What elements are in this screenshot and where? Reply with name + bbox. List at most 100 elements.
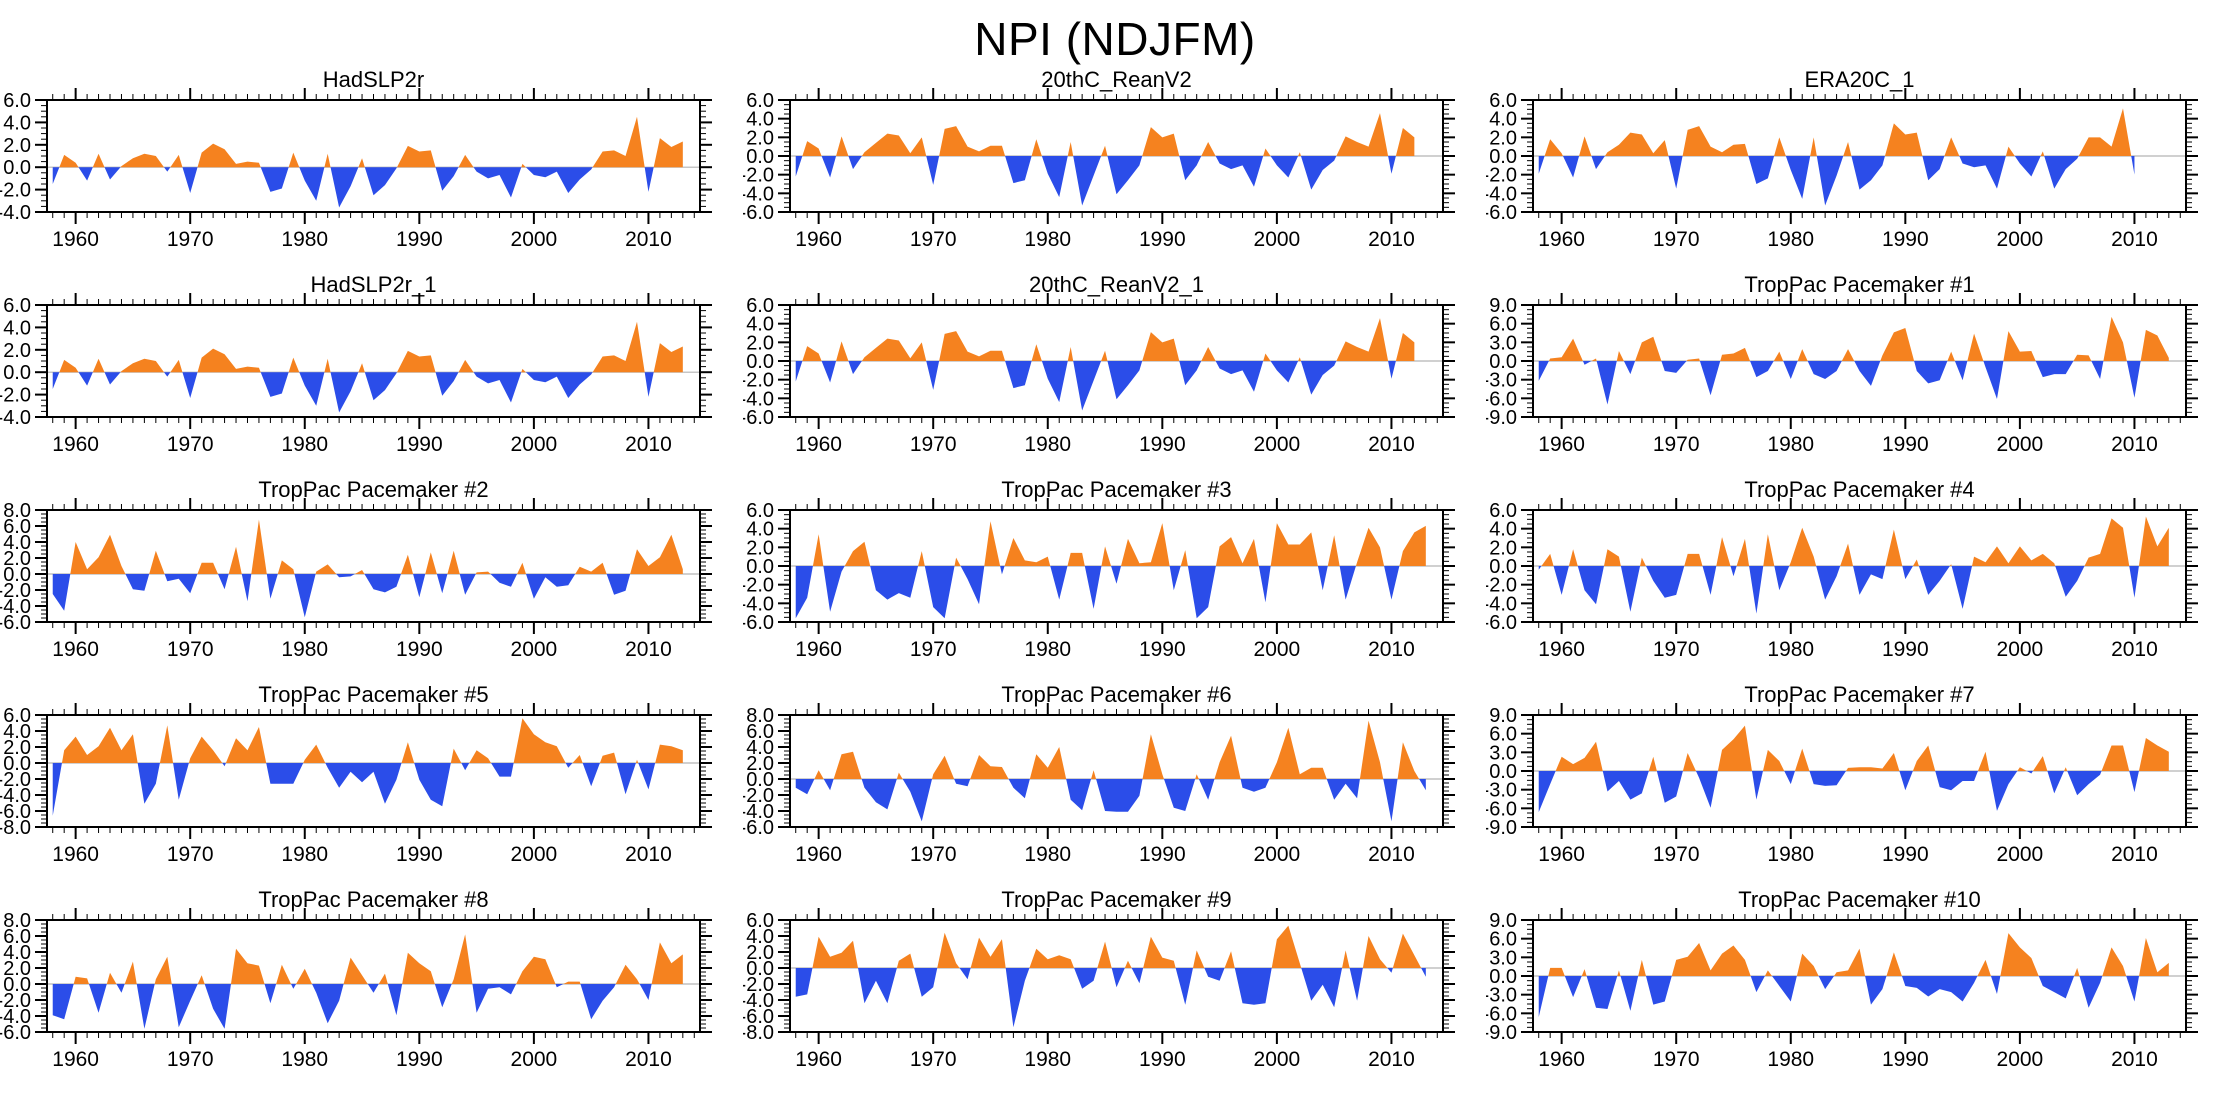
x-tick-label: 2010 <box>625 638 672 661</box>
y-tick-label: 2.0 <box>3 737 31 759</box>
x-tick-label: 1970 <box>910 228 957 251</box>
y-tick-label: 4.0 <box>3 721 31 743</box>
x-tick-label: 1960 <box>52 1048 99 1071</box>
plot-frame <box>46 99 701 213</box>
y-tick-label: 0.0 <box>3 157 31 179</box>
y-tick-label: 6.0 <box>3 516 31 538</box>
y-tick-label: -2.0 <box>0 580 31 602</box>
y-tick-label: -4.0 <box>0 202 31 224</box>
y-tick-label: -3.0 <box>1486 985 1517 1007</box>
y-tick-label: -6.0 <box>743 817 774 839</box>
x-tick-label: 1990 <box>1882 433 1929 456</box>
x-tick-label: 1970 <box>910 433 957 456</box>
positive-area <box>1538 316 2169 361</box>
positive-area <box>52 321 683 373</box>
chart-title: TropPac Pacemaker #7 <box>1744 685 1974 707</box>
x-tick-label: 1970 <box>1653 228 1700 251</box>
y-tick-label: -2.0 <box>1486 165 1517 187</box>
chart-title: TropPac Pacemaker #8 <box>258 890 488 912</box>
y-tick-label: 4.0 <box>3 317 31 339</box>
chart-troppac-pacemaker-6: TropPac Pacemaker #6-6.0-4.0-2.00.02.04.… <box>743 685 1486 890</box>
y-tick-label: 4.0 <box>746 519 774 541</box>
y-tick-label: 6.0 <box>1489 929 1517 951</box>
x-tick-label: 1970 <box>167 1048 214 1071</box>
negative-area <box>52 984 683 1029</box>
y-tick-label: 6.0 <box>1489 724 1517 746</box>
y-tick-label: -6.0 <box>743 407 774 429</box>
chart-20thc-reanv2-1: 20thC_ReanV2_1 -6.0-4.0-2.00.02.04.06.0 19… <box>743 275 1486 480</box>
axis-ticks: -6.0-4.0-2.00.02.04.06.08.0 1960 1970 1980 1… <box>743 703 1455 866</box>
x-tick-label: 1980 <box>1767 638 1814 661</box>
x-tick-label: 2000 <box>1254 843 1301 866</box>
x-tick-label: 2010 <box>2111 228 2158 251</box>
chart-troppac-pacemaker-1: TropPac Pacemaker #1-9.0-6.0-3.00.03.06.… <box>1486 275 2229 480</box>
negative-area <box>52 763 683 816</box>
y-tick-label: 4.0 <box>3 112 31 134</box>
y-tick-label: 4.0 <box>1489 519 1517 541</box>
chart-title: TropPac Pacemaker #2 <box>258 480 488 502</box>
x-tick-label: 1990 <box>396 433 443 456</box>
y-tick-label: 0.0 <box>3 564 31 586</box>
plot-frame <box>789 509 1444 623</box>
chart-troppac-pacemaker-5: TropPac Pacemaker #5-8.0-6.0-4.0-2.00.02… <box>0 685 743 890</box>
y-tick-label: 2.0 <box>3 340 31 362</box>
y-tick-label: 6.0 <box>3 90 31 112</box>
x-tick-label: 1980 <box>281 638 328 661</box>
y-tick-label: 8.0 <box>3 500 31 522</box>
y-tick-label: 4.0 <box>3 942 31 964</box>
x-tick-label: 1970 <box>1653 843 1700 866</box>
axis-ticks: -6.0-4.0-2.00.02.04.06.0 1960 1970 1980 1990… <box>743 88 1455 251</box>
x-tick-label: 1960 <box>1538 1048 1585 1071</box>
x-tick-label: 2000 <box>1254 433 1301 456</box>
y-tick-label: -4.0 <box>1486 593 1517 615</box>
y-tick-label: 0.0 <box>746 769 774 791</box>
y-tick-label: -2.0 <box>743 974 774 996</box>
y-tick-label: 2.0 <box>1489 537 1517 559</box>
x-tick-label: 1990 <box>396 843 443 866</box>
chart-title: TropPac Pacemaker #5 <box>258 685 488 707</box>
x-tick-label: 1960 <box>1538 228 1585 251</box>
x-tick-label: 1980 <box>1024 433 1071 456</box>
plot-frame <box>46 714 701 828</box>
y-tick-label: -4.0 <box>0 407 31 429</box>
x-tick-label: 1970 <box>167 843 214 866</box>
chart-canvas: TropPac Pacemaker #6-6.0-4.0-2.00.02.04.… <box>743 685 1455 866</box>
chart-canvas: TropPac Pacemaker #4-6.0-4.0-2.00.02.04.… <box>1486 480 2198 661</box>
y-tick-label: -6.0 <box>0 1022 31 1044</box>
axis-ticks: -6.0-4.0-2.00.02.04.06.0 1960 1970 1980 1990… <box>743 293 1455 456</box>
x-tick-label: 1960 <box>795 433 842 456</box>
y-tick-label: -4.0 <box>0 1006 31 1028</box>
x-tick-label: 1960 <box>52 433 99 456</box>
chart-troppac-pacemaker-7: TropPac Pacemaker #7-9.0-6.0-3.00.03.06.… <box>1486 685 2229 890</box>
y-tick-label: -6.0 <box>743 612 774 634</box>
y-tick-label: -2.0 <box>743 575 774 597</box>
y-tick-label: -2.0 <box>1486 575 1517 597</box>
x-tick-label: 1970 <box>1653 1048 1700 1071</box>
chart-title: 20thC_ReanV2 <box>1041 70 1191 92</box>
x-tick-label: 2000 <box>1254 638 1301 661</box>
chart-canvas: TropPac Pacemaker #8-6.0-4.0-2.00.02.04.… <box>0 890 712 1071</box>
y-tick-label: -4.0 <box>743 593 774 615</box>
y-tick-label: 6.0 <box>746 90 774 112</box>
x-tick-label: 1990 <box>1882 638 1929 661</box>
y-tick-label: 6.0 <box>3 926 31 948</box>
chart-canvas: TropPac Pacemaker #5-8.0-6.0-4.0-2.00.02… <box>0 685 712 866</box>
x-tick-label: 2000 <box>511 433 558 456</box>
x-tick-label: 1990 <box>1882 843 1929 866</box>
x-tick-label: 1960 <box>795 843 842 866</box>
y-tick-label: 2.0 <box>746 537 774 559</box>
x-tick-label: 1980 <box>281 228 328 251</box>
y-tick-label: 6.0 <box>746 500 774 522</box>
plot-frame <box>46 304 701 418</box>
y-tick-label: 0.0 <box>3 974 31 996</box>
y-tick-label: 0.0 <box>3 753 31 775</box>
axis-ticks: -6.0-4.0-2.00.02.04.06.0 1960 1970 1980 1990… <box>743 498 1455 661</box>
chart-troppac-pacemaker-2: TropPac Pacemaker #2-6.0-4.0-2.00.02.04.… <box>0 480 743 685</box>
y-tick-label: 6.0 <box>3 705 31 727</box>
x-tick-label: 1990 <box>396 1048 443 1071</box>
x-tick-label: 1970 <box>910 843 957 866</box>
y-tick-label: -6.0 <box>1486 388 1517 410</box>
y-tick-label: 0.0 <box>1489 556 1517 578</box>
x-tick-label: 1980 <box>281 1048 328 1071</box>
y-tick-label: 4.0 <box>3 532 31 554</box>
